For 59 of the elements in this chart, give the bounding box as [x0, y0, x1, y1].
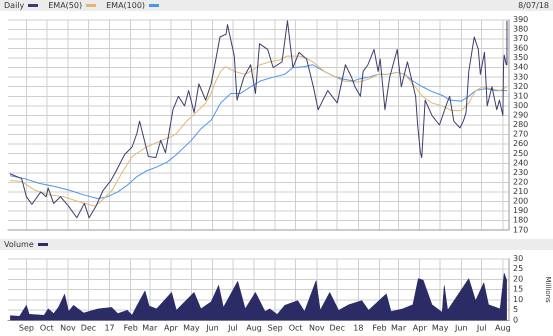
x-tick-label: Sep — [18, 323, 34, 332]
y-tick-label: 330 — [513, 72, 528, 82]
x-tick-label: May — [432, 323, 449, 332]
y-tick-label: 270 — [513, 130, 528, 139]
y-tick-label: 290 — [513, 110, 528, 120]
x-tick-label: Feb — [124, 323, 138, 332]
y-tick-label: 190 — [513, 206, 528, 216]
y-tick-label: 320 — [513, 82, 528, 91]
y-tick-label: 200 — [513, 196, 528, 206]
x-tick-label: Aug — [495, 323, 511, 332]
y-tick-label: 30 — [513, 254, 524, 263]
y-tick-label: 220 — [513, 177, 528, 186]
y-tick-label: 10 — [513, 294, 524, 304]
x-tick-label: Mar — [142, 323, 158, 332]
y-tick-label: 340 — [513, 62, 528, 72]
x-tick-label: Jul — [476, 323, 487, 332]
y-tick-label: 380 — [513, 24, 528, 34]
x-tick-label: May — [183, 323, 200, 332]
legend-label: Daily — [4, 1, 26, 10]
x-tick-label: Mar — [391, 323, 407, 332]
y-tick-label: 300 — [513, 100, 528, 110]
x-tick-label: Oct — [288, 323, 303, 332]
x-tick-label: Aug — [246, 323, 262, 332]
y-tick-label: 390 — [513, 14, 528, 24]
x-tick-label: Dec — [80, 323, 96, 332]
y-tick-label: 310 — [513, 91, 528, 100]
y-tick-label: 360 — [513, 44, 528, 53]
y-tick-label: 25 — [513, 264, 524, 274]
y-tick-label: 260 — [513, 139, 528, 148]
x-tick-label: Jun — [454, 323, 468, 332]
y-tick-label: 15 — [513, 284, 524, 294]
y-tick-label: 350 — [513, 53, 528, 62]
y-tick-label: 240 — [513, 158, 528, 168]
x-tick-label: Feb — [372, 323, 387, 332]
x-tick-label: Nov — [308, 323, 325, 332]
x-tick-label: 17 — [104, 323, 115, 332]
text: 8/07/18 — [518, 0, 549, 11]
y-tick-label: 250 — [513, 148, 528, 158]
legend-label: EMA(50) — [48, 1, 84, 10]
y-tick-label: 370 — [513, 34, 528, 44]
y-tick-label: 0 — [513, 315, 518, 324]
y-tick-label: 5 — [513, 305, 518, 314]
x-tick-label: Apr — [164, 323, 179, 332]
legend-label: Volume — [4, 240, 35, 249]
y-tick-label: 280 — [513, 120, 528, 130]
y-tick-label: 230 — [513, 168, 528, 177]
y-tick-label: 170 — [513, 225, 528, 234]
y-tick-label: 180 — [513, 216, 528, 225]
x-tick-label: Dec — [329, 323, 345, 332]
x-tick-label: 18 — [353, 323, 364, 332]
x-tick-label: Jun — [205, 323, 219, 332]
y-tick-label: 210 — [513, 187, 528, 196]
x-tick-label: Oct — [40, 323, 54, 332]
x-tick-label: Sep — [268, 323, 283, 332]
x-tick-label: Apr — [412, 323, 428, 332]
x-tick-label: Jul — [227, 323, 238, 332]
y-tick-label: 20 — [513, 274, 524, 284]
legend-label: EMA(100) — [106, 1, 146, 10]
x-tick-label: Nov — [60, 323, 76, 332]
